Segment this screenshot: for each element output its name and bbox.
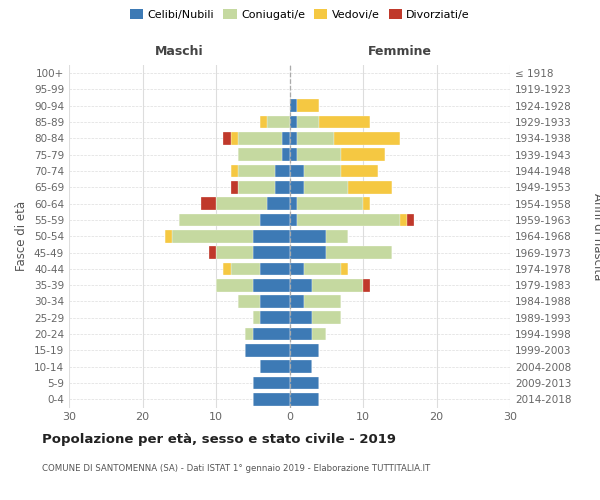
Bar [297, 100, 319, 112]
Bar [326, 230, 348, 242]
Bar [290, 312, 311, 324]
Bar [231, 262, 260, 275]
Bar [319, 116, 370, 128]
Bar [216, 198, 268, 210]
Bar [363, 198, 370, 210]
Bar [311, 312, 341, 324]
Bar [223, 132, 230, 145]
Bar [290, 328, 311, 340]
Bar [341, 262, 348, 275]
Bar [253, 393, 290, 406]
Bar [304, 181, 348, 194]
Bar [297, 116, 319, 128]
Bar [253, 279, 290, 291]
Bar [164, 230, 172, 242]
Bar [275, 181, 290, 194]
Bar [260, 262, 290, 275]
Bar [290, 148, 297, 161]
Bar [290, 116, 297, 128]
Bar [341, 148, 385, 161]
Bar [223, 262, 230, 275]
Bar [290, 262, 304, 275]
Text: Popolazione per età, sesso e stato civile - 2019: Popolazione per età, sesso e stato civil… [42, 432, 396, 446]
Bar [253, 376, 290, 390]
Bar [334, 132, 400, 145]
Bar [304, 262, 341, 275]
Bar [260, 116, 268, 128]
Bar [231, 132, 238, 145]
Bar [260, 312, 290, 324]
Bar [238, 148, 282, 161]
Bar [172, 230, 253, 242]
Bar [400, 214, 407, 226]
Y-axis label: Fasce di età: Fasce di età [16, 201, 28, 272]
Bar [238, 132, 282, 145]
Bar [297, 148, 341, 161]
Bar [348, 181, 392, 194]
Bar [282, 132, 290, 145]
Bar [311, 279, 363, 291]
Bar [290, 132, 297, 145]
Bar [363, 279, 370, 291]
Bar [253, 328, 290, 340]
Bar [260, 214, 290, 226]
Text: COMUNE DI SANTOMENNA (SA) - Dati ISTAT 1° gennaio 2019 - Elaborazione TUTTITALIA: COMUNE DI SANTOMENNA (SA) - Dati ISTAT 1… [42, 464, 430, 473]
Bar [253, 312, 260, 324]
Bar [231, 181, 238, 194]
Bar [290, 246, 326, 259]
Bar [290, 393, 319, 406]
Bar [297, 132, 334, 145]
Legend: Celibi/Nubili, Coniugati/e, Vedovi/e, Divorziati/e: Celibi/Nubili, Coniugati/e, Vedovi/e, Di… [127, 6, 473, 23]
Bar [260, 360, 290, 373]
Bar [290, 360, 311, 373]
Bar [231, 164, 238, 177]
Text: Femmine: Femmine [368, 45, 432, 58]
Bar [209, 246, 216, 259]
Text: Maschi: Maschi [155, 45, 203, 58]
Bar [216, 246, 253, 259]
Bar [282, 148, 290, 161]
Bar [216, 279, 253, 291]
Bar [326, 246, 392, 259]
Bar [260, 295, 290, 308]
Bar [290, 376, 319, 390]
Bar [290, 230, 326, 242]
Bar [290, 198, 297, 210]
Bar [245, 344, 290, 357]
Bar [290, 214, 297, 226]
Bar [341, 164, 378, 177]
Bar [238, 295, 260, 308]
Bar [268, 116, 290, 128]
Bar [297, 214, 400, 226]
Bar [290, 164, 304, 177]
Bar [238, 164, 275, 177]
Bar [290, 344, 319, 357]
Bar [275, 164, 290, 177]
Bar [290, 181, 304, 194]
Bar [253, 246, 290, 259]
Bar [268, 198, 290, 210]
Bar [290, 100, 297, 112]
Bar [304, 295, 341, 308]
Bar [245, 328, 253, 340]
Y-axis label: Anni di nascita: Anni di nascita [591, 192, 600, 280]
Bar [179, 214, 260, 226]
Bar [238, 181, 275, 194]
Bar [407, 214, 415, 226]
Bar [290, 295, 304, 308]
Bar [290, 279, 311, 291]
Bar [297, 198, 363, 210]
Bar [202, 198, 216, 210]
Bar [253, 230, 290, 242]
Bar [311, 328, 326, 340]
Bar [304, 164, 341, 177]
